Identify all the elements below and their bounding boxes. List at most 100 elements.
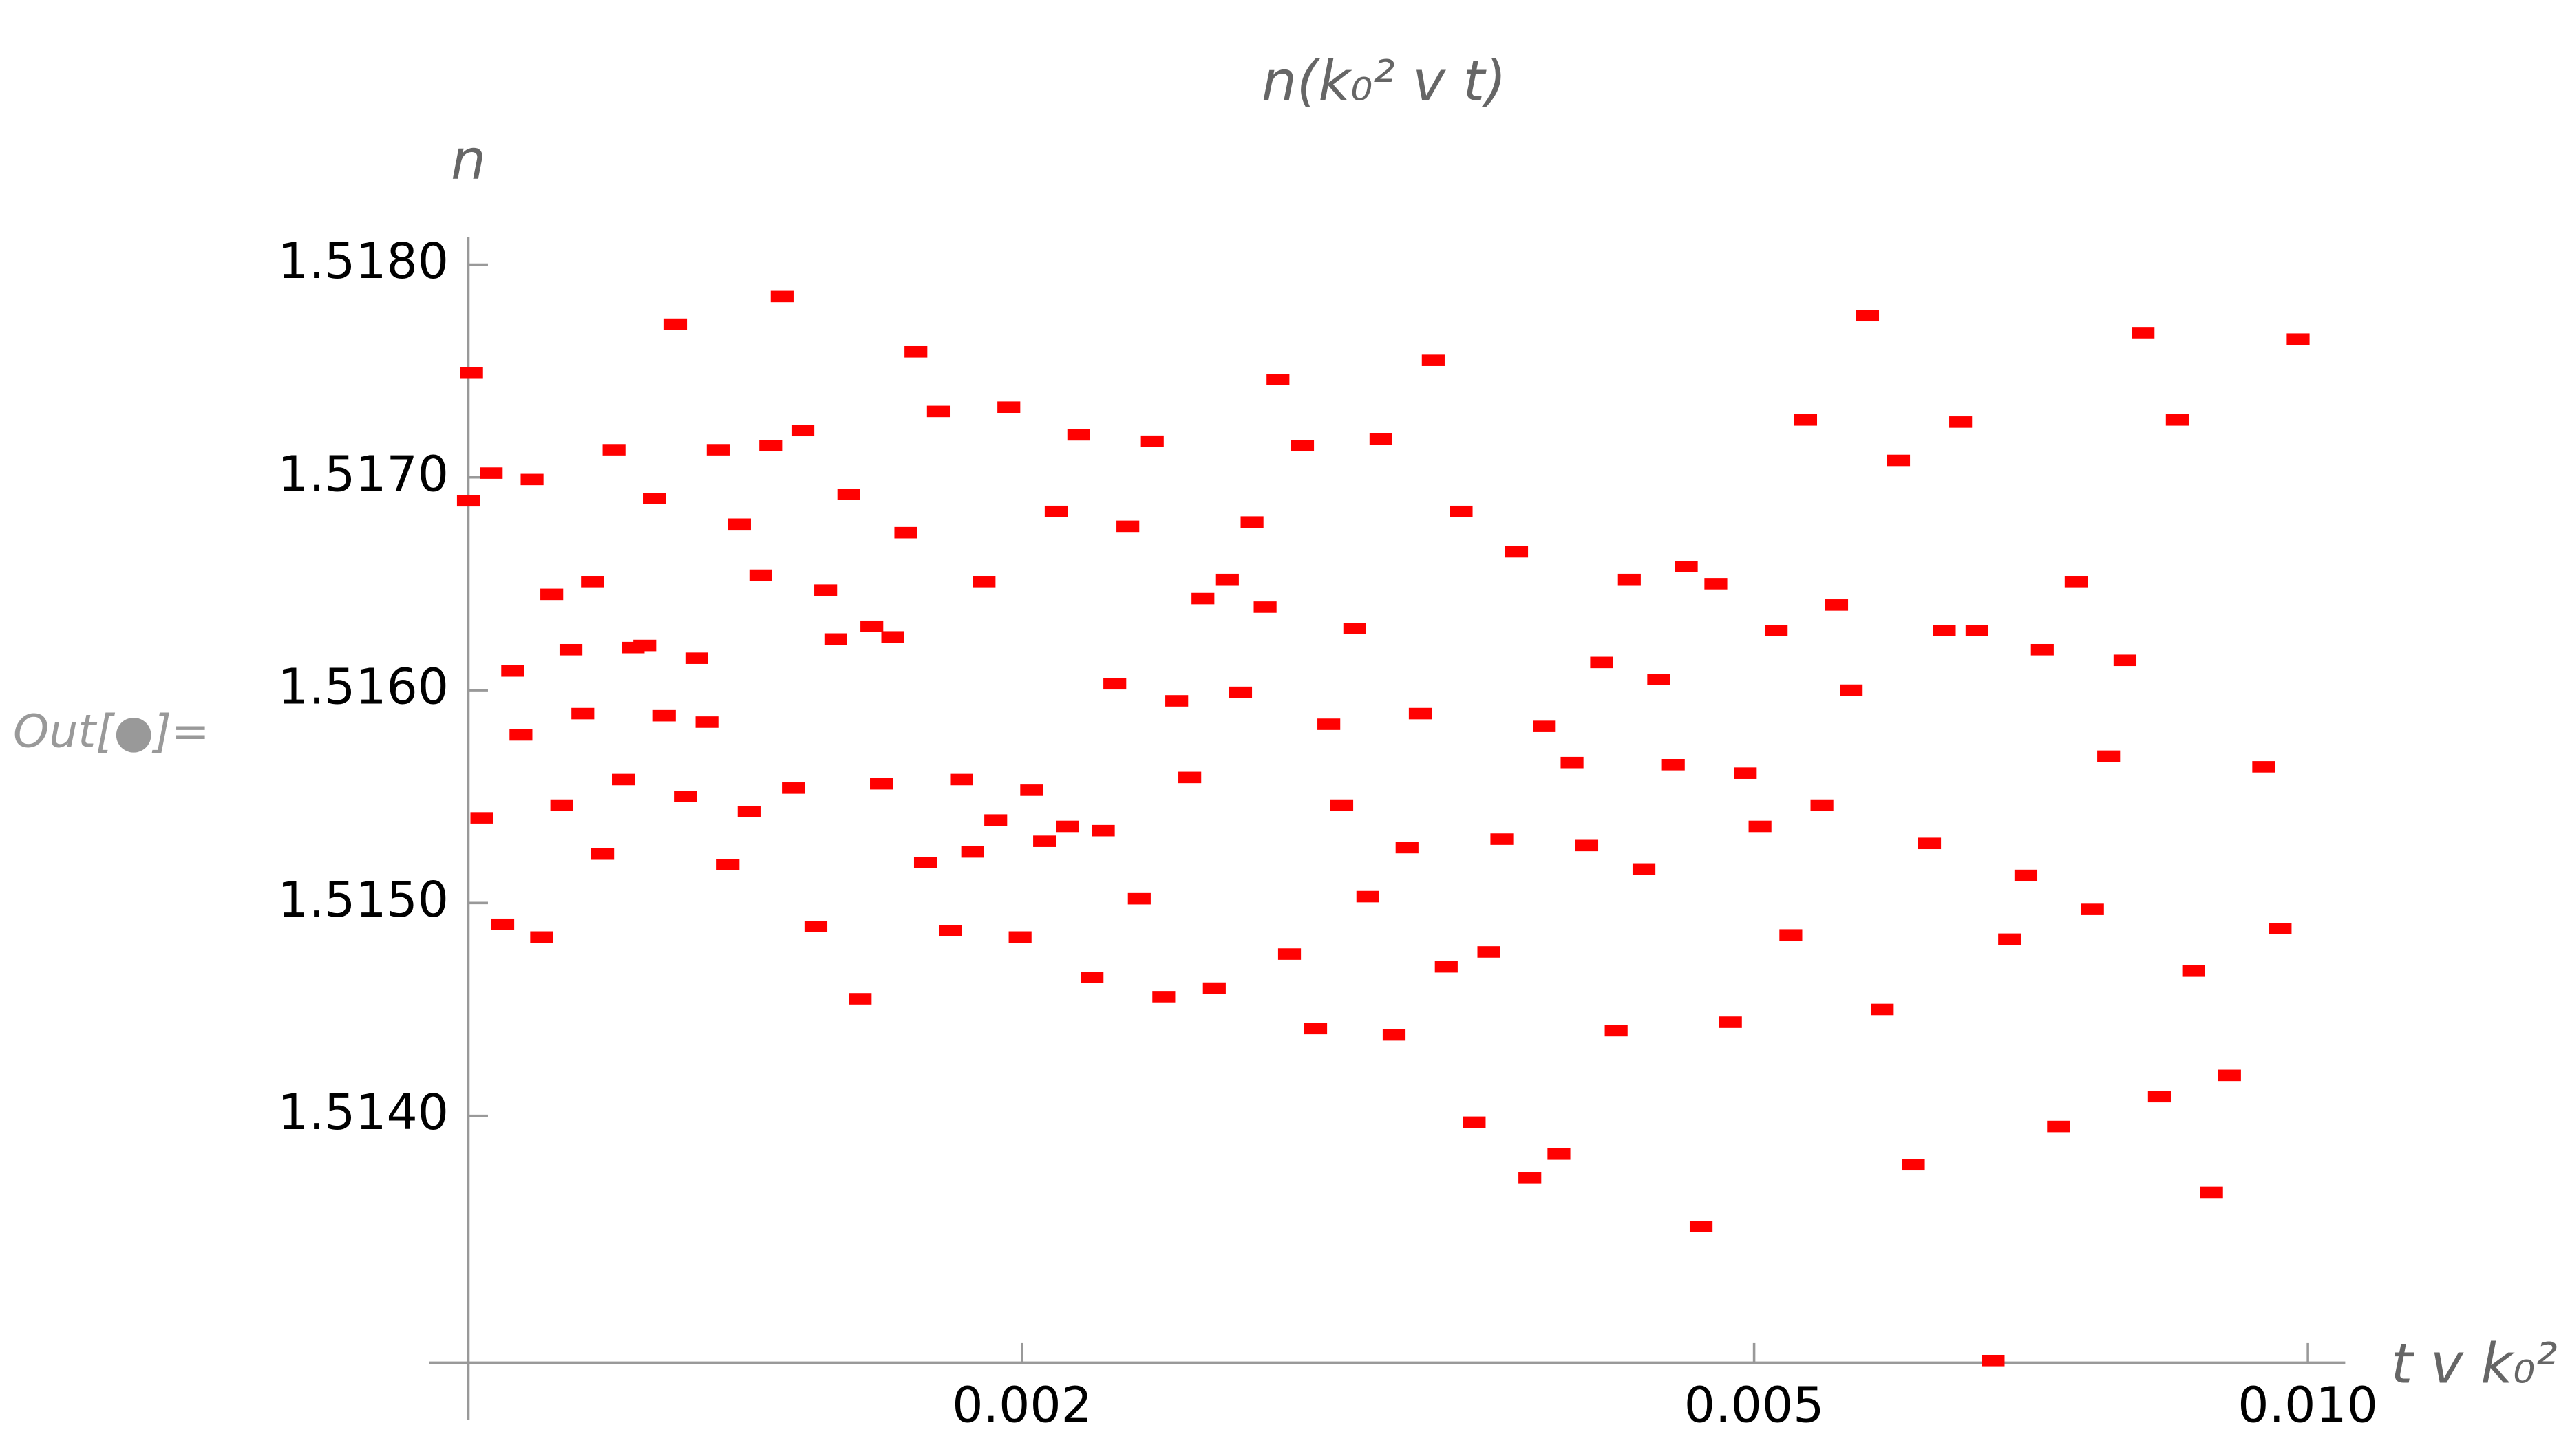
point (2182, 965, 2205, 977)
point (1291, 440, 1315, 451)
point (1330, 799, 1354, 811)
point (1382, 1029, 1406, 1041)
point (1356, 890, 1379, 903)
point (1604, 1025, 1628, 1037)
point (737, 806, 761, 817)
point (997, 401, 1021, 414)
y-axis-label: n (451, 128, 486, 193)
point (1395, 842, 1419, 854)
point (1092, 824, 1115, 837)
point (1704, 578, 1728, 590)
point (1982, 1354, 2005, 1367)
point (540, 588, 564, 601)
point (1240, 516, 1264, 528)
point (791, 425, 815, 437)
point (1547, 1148, 1571, 1160)
point (1277, 948, 1302, 960)
point (1253, 601, 1277, 613)
point (1044, 505, 1068, 517)
point (663, 318, 688, 330)
y-tick-label: 1.5140 (277, 1084, 449, 1141)
y-tick-label: 1.5160 (277, 659, 449, 716)
point (1178, 771, 1202, 784)
point (456, 495, 480, 507)
point (1202, 982, 1226, 994)
point (1304, 1023, 1328, 1035)
point (1490, 833, 1514, 845)
point (881, 631, 904, 643)
point (695, 716, 719, 728)
point (1918, 837, 1942, 850)
x-axis-label: t v k₀² (2391, 1331, 2558, 1396)
point (520, 473, 544, 486)
point (1152, 991, 1176, 1003)
point (1617, 573, 1641, 586)
point (1463, 1116, 1486, 1128)
point (509, 729, 533, 741)
point (814, 584, 838, 596)
point (1020, 784, 1043, 796)
point (770, 290, 794, 303)
point (1632, 863, 1656, 875)
point (460, 367, 483, 379)
point (571, 707, 595, 720)
point (2147, 1091, 2172, 1103)
point (633, 639, 657, 652)
point (1719, 1016, 1742, 1028)
point (602, 444, 626, 456)
point (1450, 505, 1473, 517)
point (685, 652, 709, 664)
point (2097, 750, 2121, 762)
point (716, 859, 740, 870)
point (1590, 656, 1613, 669)
point (1575, 839, 1599, 852)
point (1103, 678, 1127, 690)
point (1008, 931, 1032, 943)
point (706, 444, 730, 456)
y-tick-label: 1.5180 (277, 233, 449, 290)
point (591, 848, 615, 860)
point (804, 921, 828, 932)
x-tick-label: 0.010 (2238, 1376, 2378, 1433)
point (973, 576, 996, 588)
point (1689, 1221, 1713, 1232)
x-tick-label: 0.005 (1684, 1376, 1825, 1433)
point (913, 857, 937, 868)
point (2200, 1186, 2223, 1199)
point (1661, 759, 1685, 771)
point (1067, 429, 1090, 441)
point (2064, 576, 2088, 588)
point (2047, 1120, 2070, 1133)
point (904, 345, 928, 358)
point (2030, 643, 2054, 656)
point (860, 620, 884, 632)
point (1748, 820, 1772, 833)
point (1477, 946, 1500, 958)
point (1794, 414, 1818, 426)
point (1056, 820, 1079, 833)
point (1840, 684, 1863, 696)
point (849, 993, 872, 1005)
point (480, 467, 503, 479)
point (643, 493, 666, 504)
point (1902, 1159, 1925, 1171)
point (870, 778, 893, 790)
point (1734, 767, 1757, 779)
point (581, 576, 604, 588)
point (782, 782, 805, 794)
point (1518, 1172, 1542, 1184)
point (2218, 1069, 2241, 1082)
point (612, 773, 635, 786)
point (1140, 435, 1164, 447)
point (1949, 416, 1973, 428)
point (961, 846, 984, 858)
point (2286, 333, 2310, 345)
point (1343, 623, 1366, 634)
point (2269, 923, 2292, 934)
point (894, 526, 917, 539)
point (2113, 654, 2137, 667)
point (1533, 720, 1556, 732)
point (950, 773, 973, 786)
point (674, 791, 697, 802)
